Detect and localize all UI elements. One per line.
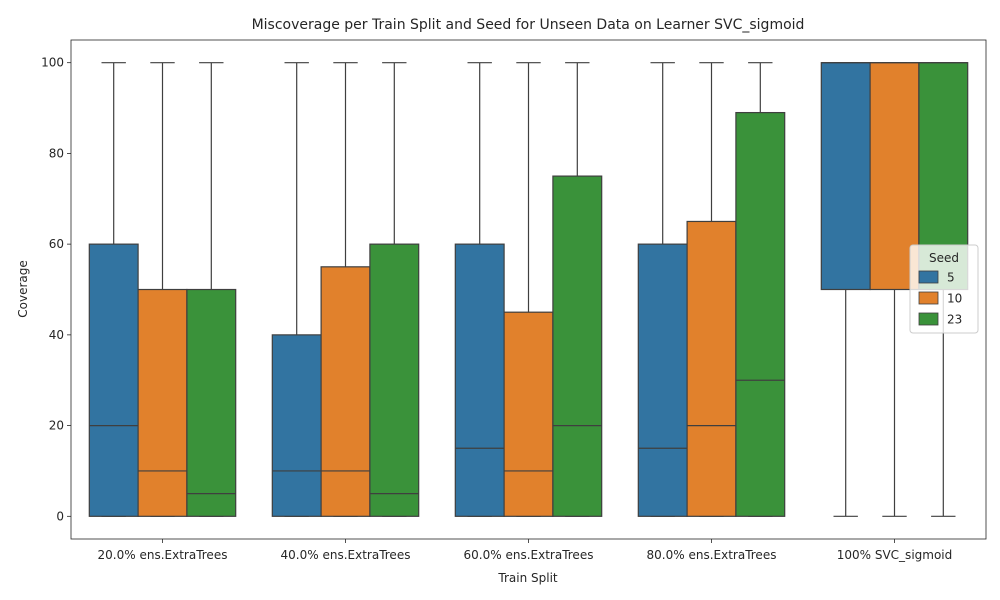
box-seed-10-cat-4: [686, 62, 737, 517]
x-tick-label: 20.0% ens.ExtraTrees: [98, 548, 228, 562]
box-body: [186, 288, 237, 517]
y-tick-label: 20: [49, 419, 64, 433]
y-tick-label: 100: [41, 56, 64, 70]
box-seed-10-cat-1: [137, 62, 188, 517]
legend-box: [909, 244, 979, 334]
box-body: [137, 288, 188, 517]
x-tick-label: 60.0% ens.ExtraTrees: [464, 548, 594, 562]
box-body: [320, 266, 371, 517]
box-seed-5-cat-3: [454, 62, 505, 517]
x-tick-label: 100% SVC_sigmoid: [837, 548, 953, 562]
legend-swatch-10: [918, 291, 939, 305]
box-seed-23-cat-3: [552, 62, 603, 517]
box-body: [735, 111, 786, 517]
box-body: [369, 243, 420, 517]
legend-label-5: 5: [947, 271, 955, 285]
box-seed-10-cat-3: [503, 62, 554, 517]
legend-label-23: 23: [947, 313, 962, 327]
legend: Seed 5 10 23: [909, 244, 979, 334]
box-seed-23-cat-2: [369, 62, 420, 517]
box-body: [88, 243, 139, 517]
y-tick-label: 0: [56, 509, 64, 523]
chart-title: Miscoverage per Train Split and Seed for…: [252, 17, 805, 33]
x-tick-label: 80.0% ens.ExtraTrees: [647, 548, 777, 562]
legend-swatch-5: [918, 270, 939, 284]
y-axis: 0 20 40 60 80 100: [41, 56, 71, 523]
box-seed-10-cat-2: [320, 62, 371, 517]
box-seed-5-cat-1: [88, 62, 139, 517]
x-axis-label: Train Split: [497, 571, 558, 585]
y-tick-label: 60: [49, 237, 64, 251]
legend-label-10: 10: [947, 292, 962, 306]
legend-title: Seed: [929, 251, 959, 265]
box-body: [271, 334, 322, 517]
box-seed-5-cat-4: [637, 62, 688, 517]
y-tick-label: 80: [49, 146, 64, 160]
y-tick-label: 40: [49, 328, 64, 342]
y-axis-label: Coverage: [16, 260, 30, 318]
box-body: [552, 175, 603, 517]
x-axis: 20.0% ens.ExtraTrees 40.0% ens.ExtraTrees…: [98, 539, 953, 562]
box-seed-5-cat-5: [820, 62, 871, 517]
box-body: [503, 311, 554, 517]
box-body: [686, 220, 737, 517]
box-body: [454, 243, 505, 517]
legend-swatch-23: [918, 312, 939, 326]
box-seed-23-cat-4: [735, 62, 786, 517]
box-body: [820, 62, 871, 291]
box-seed-23-cat-1: [186, 62, 237, 517]
x-tick-label: 40.0% ens.ExtraTrees: [281, 548, 411, 562]
box-seed-5-cat-2: [271, 62, 322, 517]
box-body: [637, 243, 688, 517]
